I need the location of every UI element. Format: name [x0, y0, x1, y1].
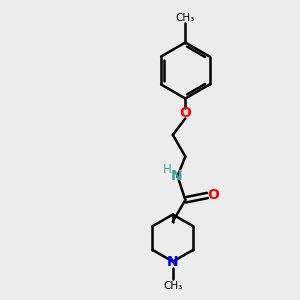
Text: CH₃: CH₃	[163, 281, 182, 291]
Text: N: N	[167, 255, 178, 268]
Text: CH₃: CH₃	[176, 13, 195, 22]
Text: N: N	[170, 169, 182, 183]
Text: H: H	[163, 164, 172, 176]
Text: O: O	[179, 106, 191, 120]
Text: O: O	[207, 188, 219, 203]
